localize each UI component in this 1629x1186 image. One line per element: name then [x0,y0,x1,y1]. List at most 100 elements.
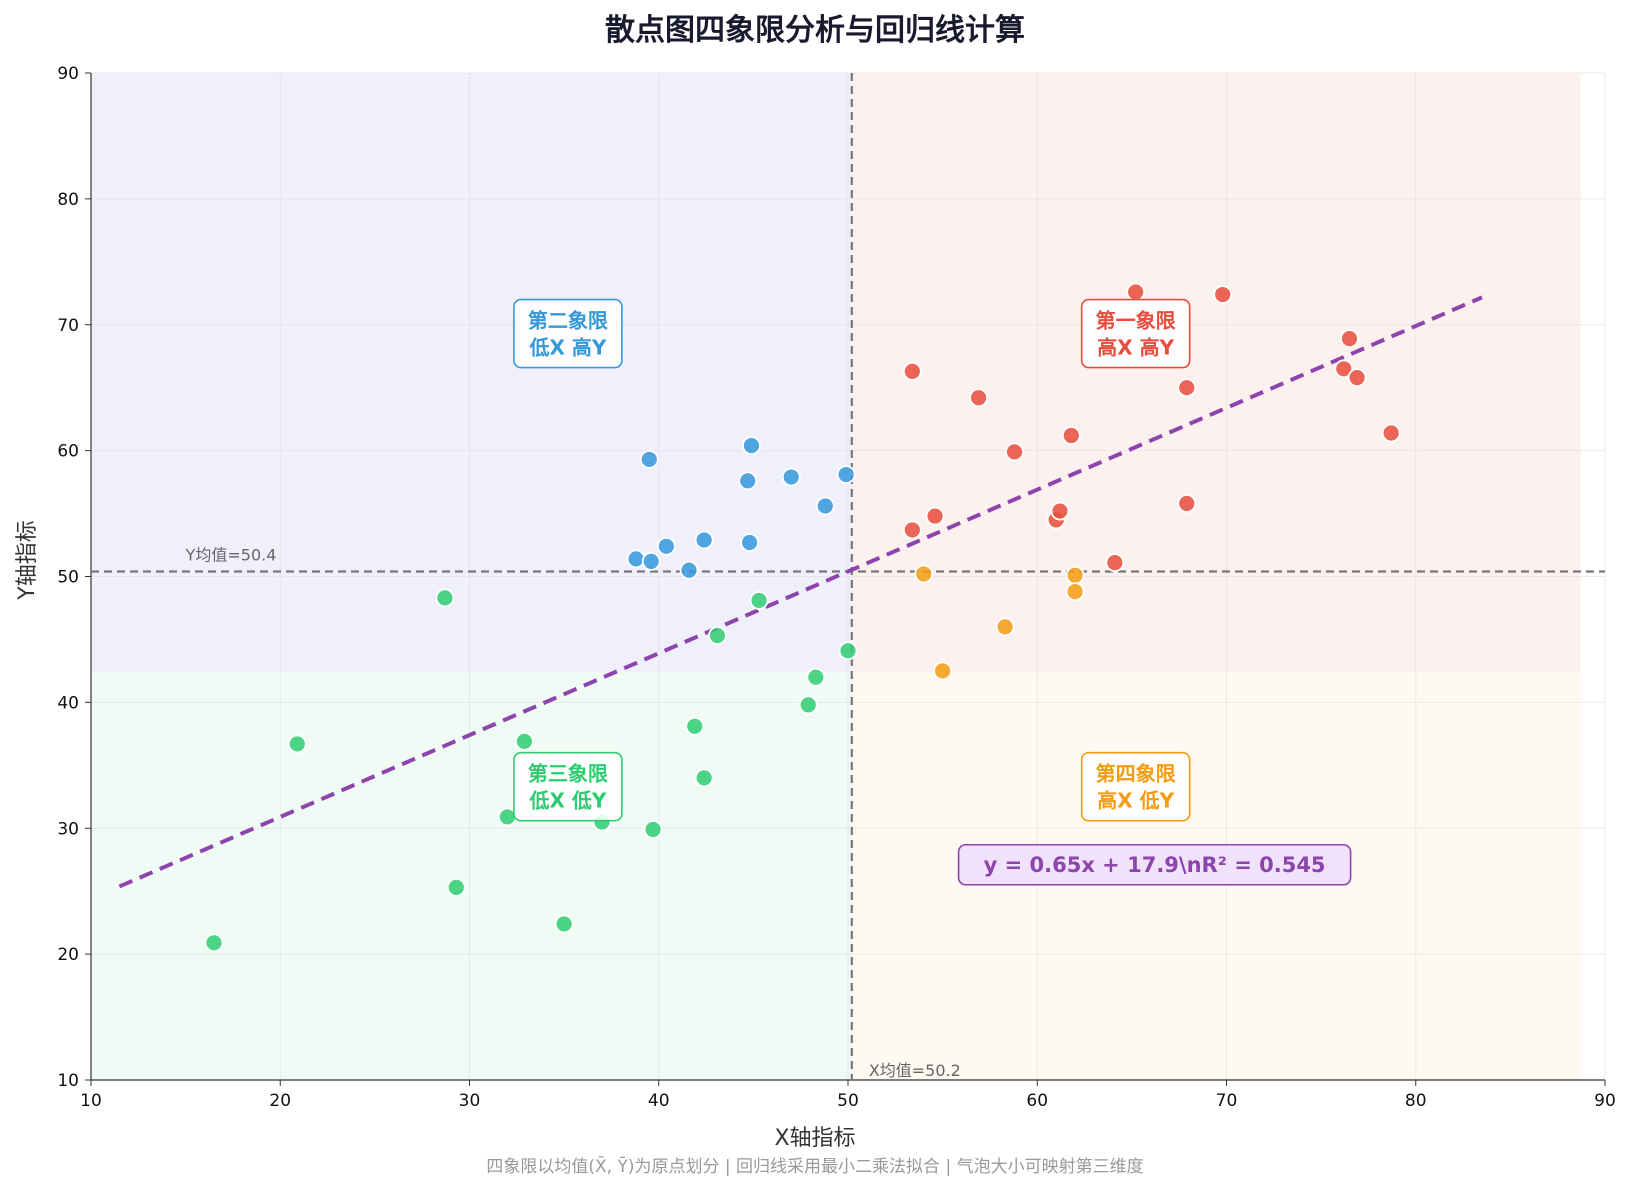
data-point [514,731,534,751]
chart-title: 散点图四象限分析与回归线计算 [605,13,1025,48]
data-point [806,667,826,687]
quadrant-label-q3-box [513,751,623,822]
x-tick-label: 40 [648,1091,670,1111]
data-point [798,695,818,715]
data-point [554,914,574,934]
y-tick-label: 40 [57,693,79,713]
quadrant-bg-q3 [91,672,852,1080]
data-point [1340,329,1359,348]
data-point [287,734,307,754]
x-tick-label: 80 [1405,1091,1427,1111]
data-point [738,471,758,491]
regression-fit-line [118,295,1483,889]
data-point [1005,442,1024,462]
quadrant-label-q4-text: 高X 低Y [1097,789,1174,813]
data-point [435,588,455,608]
quadrant-label-q1-box [1080,298,1191,369]
y-tick-label: 10 [57,1071,79,1091]
x-mean-label: X均值=50.2 [869,1061,961,1080]
y-tick-label: 60 [57,442,79,462]
data-point [626,549,646,569]
data-point [685,716,705,736]
regression-line [118,295,1483,889]
y-mean-label: Y均值=50.4 [185,545,277,564]
y-axis-label: Y轴指标 [15,520,40,600]
data-point [1177,494,1197,513]
data-point [902,361,922,381]
y-tick-label: 50 [57,568,79,588]
data-point [781,467,801,487]
data-point [1065,582,1085,602]
y-tick-label: 80 [57,190,79,210]
equation-text: y = 0.65x + 17.9\nR² = 0.545 [984,853,1326,877]
data-point [815,496,835,516]
data-point [643,820,663,839]
data-point [679,560,699,580]
quadrant-backgrounds [91,73,1581,1080]
x-tick-label: 60 [1026,1091,1048,1111]
data-point [902,520,922,540]
data-point [1347,368,1367,388]
x-tick-label: 70 [1216,1091,1238,1111]
axes: 10 20 30 40 50 60 70 80 90 10 20 30 40 50 60 70 80 90 [57,64,1615,1111]
data-point [933,661,953,681]
data-point [1334,359,1354,379]
data-point [656,536,676,556]
data-point [1381,423,1401,443]
data-point [694,768,714,788]
data-point [742,436,761,455]
data-point [1061,426,1081,445]
data-point [708,626,727,646]
x-tick-label: 90 [1594,1091,1616,1111]
data-point [1177,378,1197,398]
equation-box [957,843,1352,886]
quadrant-label-q2-text: 低X 高Y [528,336,606,360]
data-point [639,450,659,469]
data-point [694,530,714,550]
x-tick-label: 30 [459,1091,481,1111]
x-axis-label: X轴指标 [774,1126,855,1151]
data-points [204,282,1401,953]
quadrant-label-q3-text: 第三象限 [528,762,608,786]
data-point [446,878,466,897]
quadrant-label-q1-text: 第一象限 [1096,309,1176,333]
data-point [995,617,1015,637]
x-tick-label: 10 [80,1091,102,1111]
quadrant-label-q1-text: 高X 高Y [1097,336,1174,360]
data-point [836,465,856,484]
data-point [1105,553,1125,573]
quadrant-label-q2-text: 第二象限 [528,309,608,333]
data-point [1050,501,1070,521]
data-point [969,388,988,408]
x-tick-label: 50 [837,1091,859,1111]
quadrant-label-q3-text: 低X 低Y [528,789,606,813]
y-tick-label: 30 [57,819,79,839]
data-point [925,506,945,526]
data-point [1065,565,1085,585]
data-point [914,564,934,584]
data-point [838,641,858,661]
footnote: 四象限以均值(X̄, Ȳ)为原点划分 | 回归线采用最小二乘法拟合 | 气泡大小… [486,1155,1143,1177]
data-point [204,933,224,953]
data-point [641,551,661,571]
quadrant-bg-q1 [851,73,1581,673]
data-point [740,533,759,552]
data-point [749,591,769,610]
quadrant-bg-q2 [91,73,852,673]
data-point [1213,285,1233,304]
quadrant-label-q4-text: 第四象限 [1096,762,1176,786]
x-tick-label: 20 [269,1091,291,1111]
y-tick-label: 90 [57,64,79,84]
y-tick-label: 20 [57,945,79,965]
regression-equation: y = 0.65x + 17.9\nR² = 0.545 [957,843,1352,886]
quadrant-label-q4-box [1080,751,1191,822]
data-point [1126,282,1146,302]
y-tick-label: 70 [57,316,79,336]
quadrant-label-q2-box [513,298,623,369]
